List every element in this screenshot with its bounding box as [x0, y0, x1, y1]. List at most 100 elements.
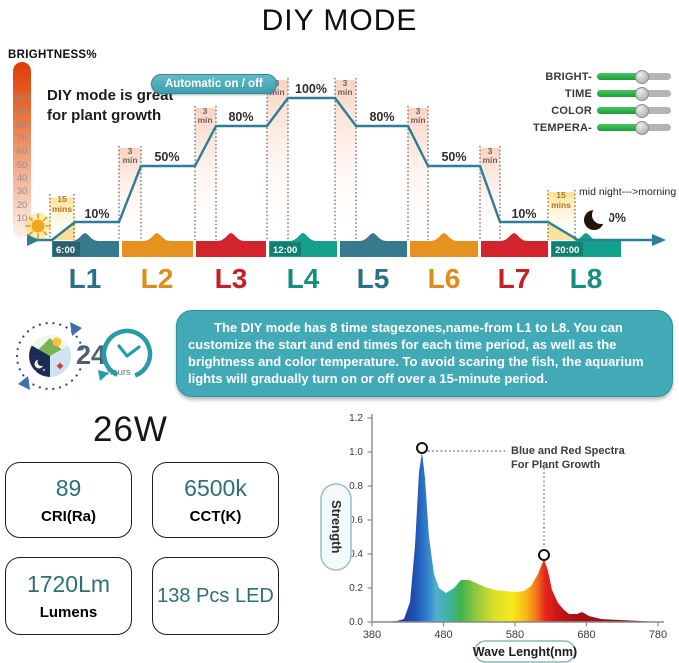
x-tick: 480	[434, 629, 452, 641]
stage-name-l4: L4	[287, 263, 320, 294]
spec-value-cri: 89	[55, 475, 82, 501]
24-hours-unit: hours	[107, 367, 131, 378]
slider-fill	[597, 73, 640, 80]
y-tick: 0.2	[349, 583, 363, 594]
stage-bars: 6:00 12:00 20:00	[52, 233, 621, 257]
transition-minutes: 3	[275, 78, 280, 88]
slider-knob[interactable]	[635, 87, 650, 101]
spectrum-area	[386, 452, 658, 622]
transition-unit: mins	[52, 204, 72, 214]
transition-minutes: 15	[57, 194, 67, 204]
brightness-ticks: 100 90 80 70 60 50 40 30 20 10	[14, 93, 30, 224]
spec-label-cri: CRI(Ra)	[41, 508, 96, 525]
transition-minutes: 3	[343, 78, 348, 88]
stage-name-l8: L8	[570, 263, 603, 294]
transition-unit: min	[482, 155, 497, 165]
slider-knob[interactable]	[635, 121, 650, 135]
percent-label: 10%	[84, 207, 109, 221]
stage-name-l2: L2	[141, 263, 174, 294]
transition-minutes: 3	[416, 106, 421, 116]
brightness-tick: 60	[17, 146, 28, 157]
percent-label: 100%	[295, 82, 327, 96]
spectrum-x-label: Wave Lenght(nm)	[473, 645, 577, 659]
transition-unit: mins	[551, 200, 571, 210]
transition-unit: min	[122, 155, 137, 165]
stage-bar-l6	[410, 241, 478, 257]
brightness-tick: 90	[17, 106, 28, 117]
moon-icon	[584, 206, 610, 230]
stage-name-l5: L5	[357, 263, 390, 294]
percent-label: 50%	[441, 150, 466, 164]
diy-mode-description: The DIY mode has 8 time stagezones,name-…	[188, 320, 644, 387]
stage-bar-l8	[551, 241, 621, 257]
slider-fill	[597, 90, 640, 97]
slider-label-temperature: TEMPERA-	[532, 121, 592, 134]
x-tick: 680	[577, 629, 595, 641]
spec-box-cri: 89 CRI(Ra)	[5, 462, 132, 538]
spec-box-led-count: 138 Pcs LED	[152, 557, 279, 635]
spectrum-annotation-line2: For Plant Growth	[511, 459, 601, 471]
spec-label-lumens: Lumens	[39, 604, 98, 621]
percent-label: 10%	[511, 207, 536, 221]
spec-value-led-count: 138 Pcs LED	[157, 584, 274, 607]
stage-name-l6: L6	[428, 263, 461, 294]
transition-unit: min	[197, 115, 212, 125]
spec-box-cct: 6500k CCT(K)	[152, 462, 279, 538]
slider-row-brightness: BRIGHT-	[518, 68, 674, 85]
time-label-2000: 20:00	[555, 245, 579, 256]
transition-unit: min	[337, 87, 352, 97]
slider-track[interactable]	[597, 70, 671, 84]
spectrum-annotation-line1: Blue and Red Spectra	[511, 445, 626, 457]
y-tick: 0.8	[349, 481, 363, 492]
transition-duration-labels: 15 mins 15 mins 3 min 3 min 3 min 3 min …	[52, 78, 571, 214]
brightness-tick: 50	[17, 160, 28, 171]
spectrum-chart: 1.2 1.0 0.8 0.6 0.4 0.2 0.0 380 480 580 …	[320, 413, 667, 663]
time-label-600: 6:00	[56, 245, 75, 256]
slider-track[interactable]	[597, 104, 671, 118]
brightness-tick: 70	[17, 133, 28, 144]
brightness-thermometer	[13, 62, 31, 238]
brightness-schedule-chart: BRIGHTNESS% 100 90 80 70 60 50 40 30 20 …	[8, 49, 676, 294]
stage-name-l3: L3	[215, 263, 248, 294]
spec-box-lumens: 1720Lm Lumens	[5, 557, 132, 635]
intro-text: DIY mode is great for plant growth	[47, 86, 173, 125]
annotation-leader-lines	[428, 450, 545, 548]
slider-label-time: TIME	[564, 87, 592, 100]
brightness-tick: 100	[14, 93, 30, 104]
stage-bar-l1	[52, 241, 119, 257]
y-tick: 1.0	[349, 447, 363, 458]
spec-label-cct: CCT(K)	[189, 508, 242, 525]
slider-fill	[597, 124, 640, 131]
slider-knob[interactable]	[635, 70, 650, 84]
brightness-tick: 10	[17, 213, 28, 224]
automatic-on-off-button[interactable]: Automatic on / off	[151, 74, 277, 94]
slider-track[interactable]	[597, 121, 671, 135]
red-peak-marker	[538, 549, 550, 561]
brightness-tick: 40	[17, 173, 28, 184]
y-tick: 1.2	[349, 413, 363, 424]
percent-label: 50%	[154, 150, 179, 164]
slider-track[interactable]	[597, 87, 671, 101]
x-tick: 580	[506, 629, 524, 641]
y-tick: 0.0	[349, 617, 363, 628]
slider-knob[interactable]	[635, 104, 650, 118]
stage-bar-l2	[122, 241, 193, 257]
stage-bar-l5	[340, 241, 407, 257]
spec-value-lumens: 1720Lm	[26, 571, 111, 597]
power-rating: 26W	[93, 410, 168, 449]
stage-bar-l4	[269, 241, 337, 257]
slider-label-color: COLOR	[551, 104, 592, 117]
y-tick: 0.6	[349, 515, 363, 526]
slider-fill	[597, 107, 640, 114]
transition-dotted-lines	[49, 78, 576, 240]
stage-bar-l7	[481, 241, 548, 257]
spectrum-y-ticks: 1.2 1.0 0.8 0.6 0.4 0.2 0.0	[349, 413, 363, 628]
time-label-1200: 12:00	[273, 245, 297, 256]
night-note: mid night--->morning	[579, 186, 676, 198]
percent-label: 0%	[608, 211, 626, 225]
y-tick: 0.4	[349, 549, 363, 560]
brightness-step-line	[36, 96, 652, 242]
stage-bar-l3	[196, 241, 266, 257]
spectrum-x-ticks: 380 480 580 680 780	[363, 629, 667, 641]
